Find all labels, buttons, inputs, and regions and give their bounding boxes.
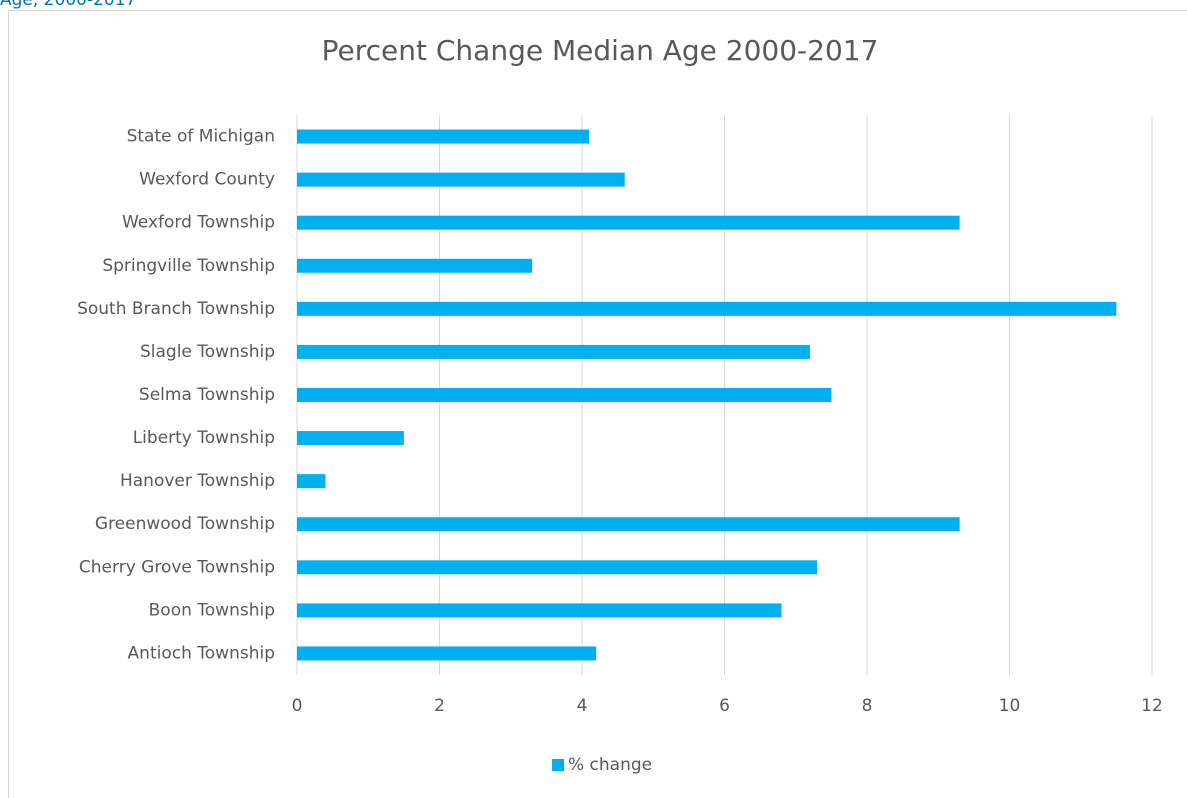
- x-tick-label: 10: [999, 696, 1021, 716]
- bar: [297, 172, 625, 187]
- bar: [297, 344, 810, 359]
- legend-swatch: [552, 759, 564, 771]
- y-tick-label: State of Michigan: [127, 127, 275, 147]
- x-tick-label: 2: [434, 696, 445, 716]
- y-tick-label: Boon Township: [149, 600, 275, 620]
- bar: [297, 474, 326, 489]
- y-tick-label: Slagle Township: [140, 342, 275, 362]
- bar: [297, 301, 1117, 316]
- bar: [297, 129, 590, 144]
- chart-title: Percent Change Median Age 2000-2017: [322, 34, 879, 67]
- y-tick-label: Liberty Township: [133, 428, 275, 448]
- y-tick-label: South Branch Township: [77, 299, 275, 319]
- y-tick-label: Wexford County: [139, 170, 275, 190]
- bar: [297, 431, 404, 446]
- x-tick-label: 8: [862, 696, 873, 716]
- y-tick-label: Springville Township: [102, 256, 275, 276]
- y-tick-label: Selma Township: [139, 385, 275, 405]
- y-tick-label: Hanover Township: [120, 471, 275, 491]
- legend-label: % change: [568, 755, 652, 775]
- chart-frame: [8, 10, 1187, 798]
- bar: [297, 646, 597, 661]
- x-tick-label: 0: [292, 696, 303, 716]
- caption: Age, 2000-2017: [0, 0, 136, 10]
- bar: [297, 517, 960, 532]
- y-tick-label: Antioch Township: [128, 643, 275, 663]
- y-tick-label: Greenwood Township: [95, 514, 275, 534]
- bar: [297, 603, 782, 618]
- bar: [297, 388, 832, 402]
- x-tick-label: 6: [719, 696, 730, 716]
- x-tick-label: 12: [1141, 696, 1163, 716]
- x-tick-label: 4: [577, 696, 588, 716]
- y-tick-label: Wexford Township: [122, 213, 275, 233]
- bar: [297, 258, 533, 273]
- y-tick-label: Cherry Grove Township: [79, 557, 275, 577]
- bar: [297, 560, 818, 575]
- bar: [297, 215, 960, 230]
